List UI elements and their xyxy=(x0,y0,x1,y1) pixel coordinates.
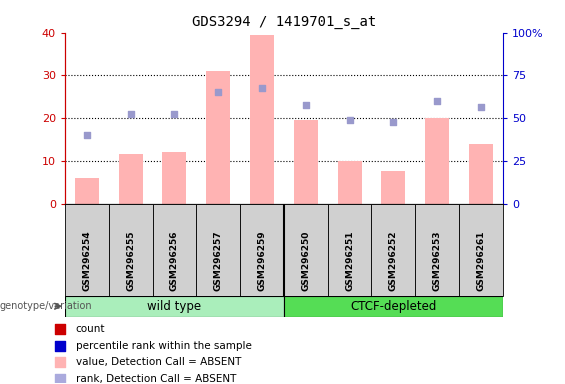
Text: GSM296252: GSM296252 xyxy=(389,230,398,291)
Bar xyxy=(240,204,284,296)
Point xyxy=(126,111,135,117)
Bar xyxy=(469,144,493,204)
Bar xyxy=(381,172,406,204)
Point xyxy=(56,359,65,366)
Bar xyxy=(119,154,143,204)
Bar xyxy=(162,152,186,204)
Bar xyxy=(75,178,99,204)
Bar xyxy=(153,204,197,296)
Bar xyxy=(425,118,449,204)
Point xyxy=(433,98,442,104)
Point xyxy=(56,326,65,333)
Bar xyxy=(459,204,503,296)
Text: GSM296251: GSM296251 xyxy=(345,230,354,291)
Text: CTCF-depleted: CTCF-depleted xyxy=(350,300,437,313)
Text: value, Detection Call = ABSENT: value, Detection Call = ABSENT xyxy=(76,358,241,367)
Text: GSM296254: GSM296254 xyxy=(82,230,92,291)
Text: count: count xyxy=(76,324,105,334)
Text: GSM296256: GSM296256 xyxy=(170,230,179,291)
Text: GSM296259: GSM296259 xyxy=(258,230,267,291)
Bar xyxy=(65,204,109,296)
Bar xyxy=(206,71,231,204)
Point xyxy=(170,111,179,117)
Text: wild type: wild type xyxy=(147,300,202,313)
Bar xyxy=(284,204,328,296)
Bar xyxy=(328,204,372,296)
Point xyxy=(345,117,354,123)
Bar xyxy=(337,161,362,204)
Text: GSM296255: GSM296255 xyxy=(126,230,135,291)
Point xyxy=(476,104,485,111)
Text: genotype/variation: genotype/variation xyxy=(0,301,93,311)
Bar xyxy=(284,296,503,317)
Bar xyxy=(372,204,415,296)
Point xyxy=(82,132,92,138)
Bar xyxy=(65,296,284,317)
Text: GSM296261: GSM296261 xyxy=(476,230,485,291)
Point xyxy=(56,343,65,349)
Point xyxy=(389,119,398,126)
Point xyxy=(56,376,65,382)
Point xyxy=(258,85,267,91)
Point xyxy=(301,102,310,108)
Text: GSM296253: GSM296253 xyxy=(433,230,442,291)
Bar xyxy=(197,204,240,296)
Title: GDS3294 / 1419701_s_at: GDS3294 / 1419701_s_at xyxy=(192,15,376,29)
Bar xyxy=(294,120,318,204)
Bar xyxy=(250,35,274,204)
Bar xyxy=(108,204,153,296)
Text: GSM296250: GSM296250 xyxy=(301,231,310,291)
Text: percentile rank within the sample: percentile rank within the sample xyxy=(76,341,251,351)
Point xyxy=(214,89,223,96)
Text: rank, Detection Call = ABSENT: rank, Detection Call = ABSENT xyxy=(76,374,236,384)
Bar xyxy=(415,204,459,296)
Text: GSM296257: GSM296257 xyxy=(214,230,223,291)
